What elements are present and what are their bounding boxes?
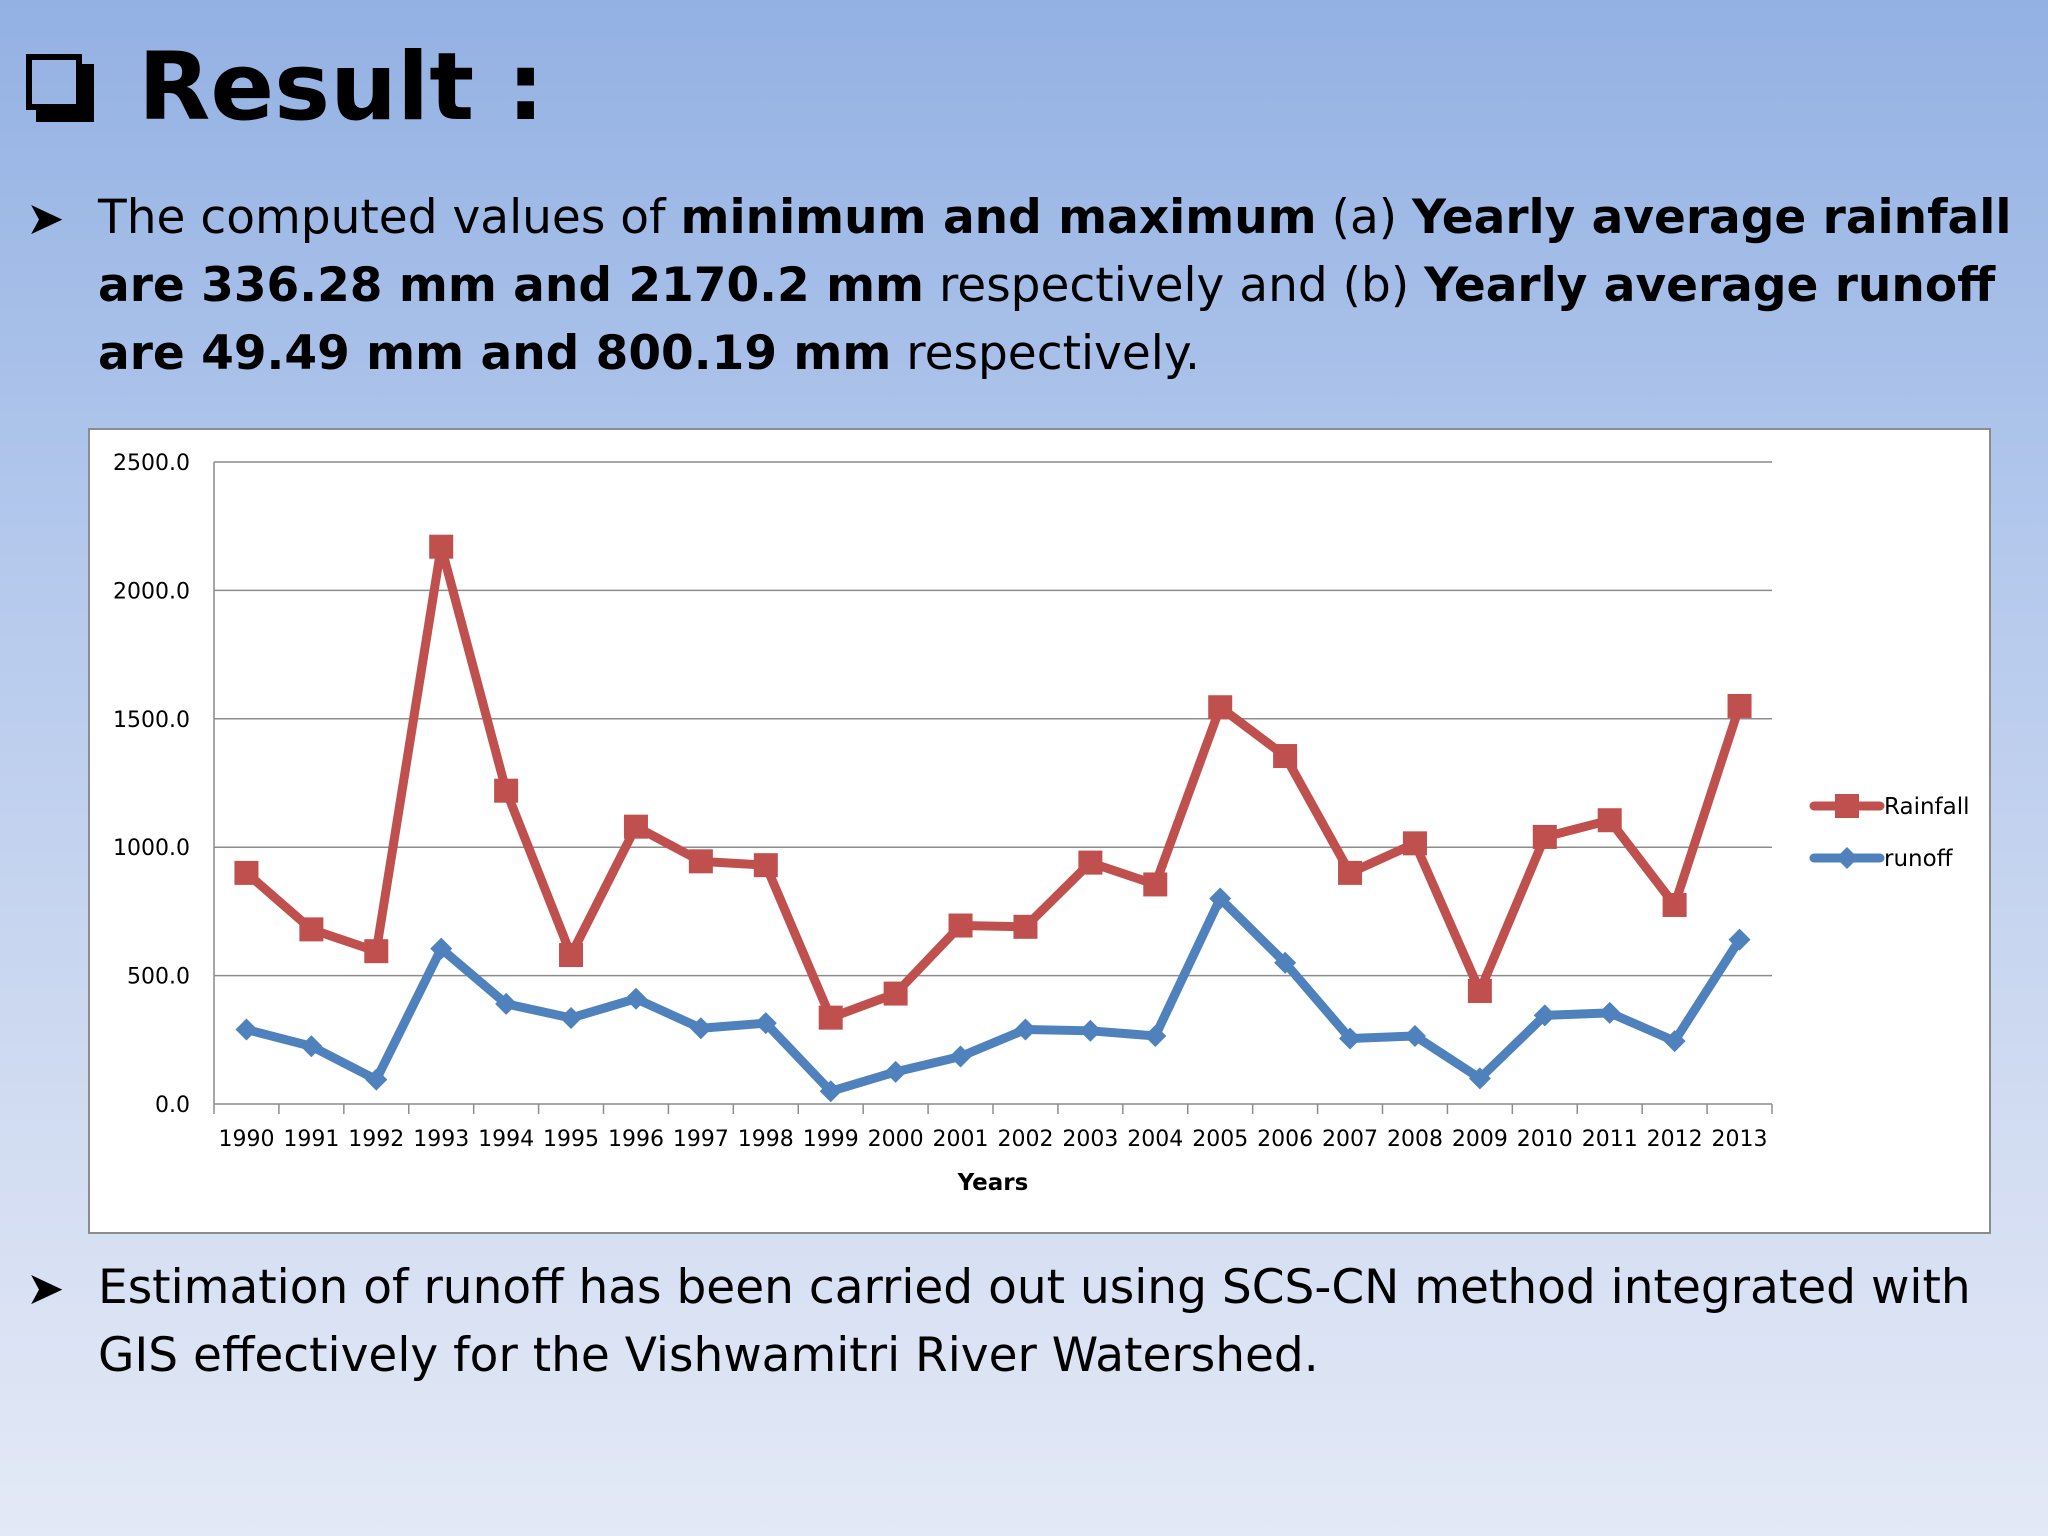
- x-tick-label: 1997: [673, 1127, 729, 1152]
- data-point-rainfall: [364, 939, 389, 964]
- x-tick-label: 1993: [413, 1127, 469, 1152]
- x-tick-label: 1995: [543, 1127, 599, 1152]
- x-tick-label: 1996: [608, 1127, 664, 1152]
- bullet-conclusion-text: Estimation of runoff has been carried ou…: [98, 1260, 1971, 1383]
- data-point-runoff: [1728, 928, 1751, 951]
- x-tick-label: 1992: [348, 1127, 404, 1152]
- data-point-rainfall: [1338, 860, 1363, 885]
- y-tick-label: 500.0: [127, 965, 190, 990]
- data-point-runoff: [1663, 1030, 1686, 1053]
- data-point-runoff: [365, 1068, 388, 1091]
- series-line-runoff: [241, 894, 1745, 1096]
- data-point-runoff: [1014, 1018, 1037, 1041]
- data-point-runoff: [754, 1012, 777, 1035]
- data-point-rainfall: [883, 981, 908, 1006]
- x-tick-label: 1998: [738, 1127, 794, 1152]
- data-point-rainfall: [1662, 892, 1687, 917]
- data-point-runoff: [1144, 1024, 1167, 1047]
- line-chart: 0.0 500.0 1000.0 1500.0 2000.0 2500.0 1990 1991…: [88, 428, 1991, 1234]
- x-tick-label: 2005: [1192, 1127, 1248, 1152]
- y-tick-label: 1000.0: [113, 836, 190, 861]
- data-point-rainfall: [1532, 824, 1557, 849]
- data-point-rainfall: [1143, 872, 1168, 897]
- data-point-rainfall: [1402, 831, 1427, 856]
- data-point-rainfall: [753, 853, 778, 878]
- data-point-runoff: [560, 1006, 583, 1029]
- x-tick-label: 2013: [1712, 1127, 1768, 1152]
- data-point-runoff: [235, 1018, 258, 1041]
- data-point-rainfall: [234, 860, 259, 885]
- data-point-runoff: [300, 1035, 323, 1058]
- data-point-rainfall: [1727, 693, 1752, 718]
- data-point-rainfall: [1467, 979, 1492, 1004]
- x-tick-label: 1991: [283, 1127, 339, 1152]
- data-point-rainfall: [494, 778, 519, 803]
- legend-marker: [1836, 847, 1858, 869]
- data-point-runoff: [1079, 1019, 1102, 1042]
- y-tick-label: 1500.0: [113, 708, 190, 733]
- x-tick-label: 2008: [1387, 1127, 1443, 1152]
- data-point-rainfall: [1597, 808, 1622, 833]
- x-tick-label: 2002: [997, 1127, 1053, 1152]
- data-point-rainfall: [623, 814, 648, 839]
- data-point-runoff: [884, 1060, 907, 1083]
- data-point-runoff: [819, 1080, 842, 1103]
- x-tick-label: 1994: [478, 1127, 534, 1152]
- data-point-runoff: [1598, 1001, 1621, 1024]
- data-point-rainfall: [559, 943, 584, 968]
- data-point-rainfall: [429, 534, 454, 559]
- legend-label: runoff: [1884, 846, 1954, 872]
- data-point-runoff: [1533, 1004, 1556, 1027]
- data-point-rainfall: [818, 1005, 843, 1030]
- data-point-rainfall: [1078, 850, 1103, 875]
- data-point-runoff: [1209, 887, 1232, 910]
- legend-label: Rainfall: [1884, 794, 1970, 820]
- slide-title: Result :: [138, 33, 545, 142]
- bullet-conclusion: ➤ Estimation of runoff has been carried …: [26, 1254, 2016, 1390]
- data-point-rainfall: [688, 849, 713, 874]
- data-point-runoff: [1468, 1067, 1491, 1090]
- x-tick-label: 2004: [1127, 1127, 1183, 1152]
- data-point-runoff: [624, 987, 647, 1010]
- data-point-rainfall: [1208, 695, 1233, 720]
- data-point-rainfall: [1273, 744, 1298, 769]
- data-point-runoff: [495, 992, 518, 1015]
- y-tick-label: 2000.0: [113, 579, 190, 604]
- x-tick-label: 2009: [1452, 1127, 1508, 1152]
- slide-title-row: Result :: [26, 38, 544, 138]
- legend-marker: [1835, 794, 1859, 818]
- data-point-runoff: [430, 937, 453, 960]
- data-point-runoff: [949, 1045, 972, 1068]
- data-point-runoff: [1403, 1024, 1426, 1047]
- x-tick-label: 2012: [1647, 1127, 1703, 1152]
- x-tick-label: 2006: [1257, 1127, 1313, 1152]
- x-axis-title: Years: [957, 1170, 1029, 1196]
- series-line-rainfall: [241, 542, 1745, 1023]
- data-point-rainfall: [948, 913, 973, 938]
- x-tick-label: 2010: [1517, 1127, 1573, 1152]
- x-tick-label: 2000: [868, 1127, 924, 1152]
- data-point-runoff: [1274, 951, 1297, 974]
- data-point-rainfall: [299, 917, 324, 942]
- x-tick-label: 2007: [1322, 1127, 1378, 1152]
- data-point-runoff: [689, 1017, 712, 1040]
- x-tick-label: 1990: [218, 1127, 274, 1152]
- bullet-summary-text: The computed values of minimum and maxim…: [98, 190, 2012, 381]
- y-tick-label: 0.0: [155, 1093, 190, 1118]
- data-point-runoff: [1339, 1027, 1362, 1050]
- arrow-bullet-icon: ➤: [26, 191, 65, 245]
- chart-svg: 0.0 500.0 1000.0 1500.0 2000.0 2500.0 1990 1991…: [113, 451, 1970, 1196]
- x-tick-label: 2011: [1582, 1127, 1638, 1152]
- x-tick-label: 1999: [803, 1127, 859, 1152]
- arrow-bullet-icon: ➤: [26, 1261, 65, 1315]
- bullet-summary: ➤ The computed values of minimum and max…: [26, 184, 2016, 388]
- y-tick-label: 2500.0: [113, 451, 190, 476]
- x-tick-label: 2001: [933, 1127, 989, 1152]
- checkbox-bullet-icon: [26, 54, 94, 122]
- data-point-rainfall: [1013, 914, 1038, 939]
- x-tick-label: 2003: [1062, 1127, 1118, 1152]
